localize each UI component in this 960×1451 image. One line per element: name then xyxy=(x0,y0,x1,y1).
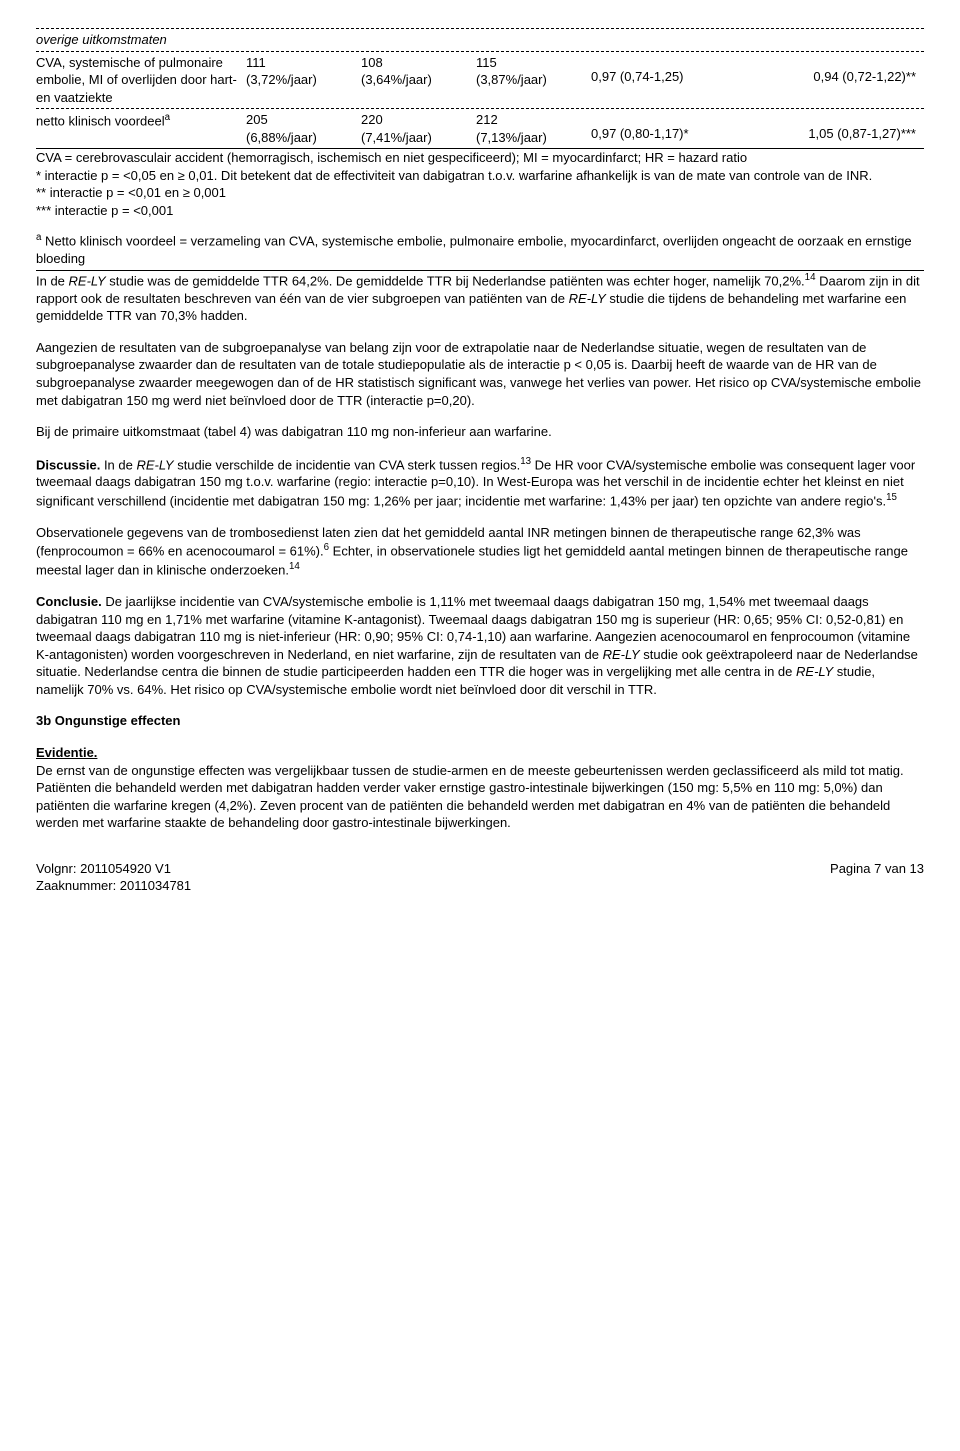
footer-volgnr: Volgnr: 2011054920 V1 xyxy=(36,860,191,878)
paragraph: Conclusie. De jaarlijkse incidentie van … xyxy=(36,593,924,698)
citation: 14 xyxy=(289,561,300,572)
citation: 14 xyxy=(805,272,816,283)
table-row: CVA, systemische of pulmonaire embolie, … xyxy=(36,52,924,110)
text: studie was de gemiddelde TTR 64,2%. De g… xyxy=(106,273,805,288)
section-heading-3b: 3b Ongunstige effecten xyxy=(36,712,924,730)
footer-zaaknummer: Zaaknummer: 2011034781 xyxy=(36,877,191,895)
table-note: ** interactie p = <0,01 en ≥ 0,001 xyxy=(36,184,924,202)
citation: 15 xyxy=(886,492,897,503)
cell-n: 220 xyxy=(361,111,476,129)
outcomes-table: overige uitkomstmaten CVA, systemische o… xyxy=(36,28,924,271)
cell: 111 (3,72%/jaar) xyxy=(246,54,361,107)
text: In de xyxy=(36,273,69,288)
table-row: netto klinisch voordeela 205 (6,88%/jaar… xyxy=(36,109,924,149)
row-label-sup: a xyxy=(165,112,170,123)
paragraph: De ernst van de ongunstige effecten was … xyxy=(36,762,924,832)
inline-heading: Conclusie. xyxy=(36,594,102,609)
study-name: RE-LY xyxy=(69,273,106,288)
cell-n: 108 xyxy=(361,54,476,72)
cell-n: 212 xyxy=(476,111,591,129)
cell: 108 (3,64%/jaar) xyxy=(361,54,476,107)
footer-left: Volgnr: 2011054920 V1 Zaaknummer: 201103… xyxy=(36,860,191,895)
table-note: CVA = cerebrovasculair accident (hemorra… xyxy=(36,149,924,167)
row-label: netto klinisch voordeela xyxy=(36,111,246,146)
study-name: RE-LY xyxy=(603,647,640,662)
paragraph: Discussie. In de RE-LY studie verschilde… xyxy=(36,455,924,510)
cell-eff: 0,94 (0,72-1,22)** xyxy=(731,54,924,107)
cell-eff: 1,05 (0,87-1,27)*** xyxy=(731,111,924,146)
section-header-text: overige uitkomstmaten xyxy=(36,31,246,49)
text: In de xyxy=(100,457,136,472)
study-name: RE-LY xyxy=(136,457,173,472)
cell: 212 (7,13%/jaar) xyxy=(476,111,591,146)
footer-right: Pagina 7 van 13 xyxy=(830,860,924,895)
study-name: RE-LY xyxy=(796,664,833,679)
citation: 13 xyxy=(520,456,531,467)
note-a-text: Netto klinisch voordeel = verzameling va… xyxy=(36,234,912,267)
cell-hr: 0,97 (0,74-1,25) xyxy=(591,54,731,107)
cell-n: 115 xyxy=(476,54,591,72)
cell: 205 (6,88%/jaar) xyxy=(246,111,361,146)
evidentie-heading: Evidentie. xyxy=(36,744,924,762)
text: studie verschilde de incidentie van CVA … xyxy=(174,457,521,472)
cell-rate: (7,41%/jaar) xyxy=(361,129,476,147)
table-note: *** interactie p = <0,001 xyxy=(36,202,924,220)
paragraph: Aangezien de resultaten van de subgroepa… xyxy=(36,339,924,409)
study-name: RE-LY xyxy=(569,291,606,306)
paragraph: Bij de primaire uitkomstmaat (tabel 4) w… xyxy=(36,423,924,441)
table-note: * interactie p = <0,05 en ≥ 0,01. Dit be… xyxy=(36,167,924,185)
cell-rate: (6,88%/jaar) xyxy=(246,129,361,147)
cell-rate: (3,64%/jaar) xyxy=(361,71,476,89)
table-note-a: a Netto klinisch voordeel = verzameling … xyxy=(36,231,924,270)
cell: 220 (7,41%/jaar) xyxy=(361,111,476,146)
inline-heading: Discussie. xyxy=(36,457,100,472)
cell-n: 205 xyxy=(246,111,361,129)
paragraph: In de RE-LY studie was de gemiddelde TTR… xyxy=(36,271,924,325)
cell: 115 (3,87%/jaar) xyxy=(476,54,591,107)
row-label: CVA, systemische of pulmonaire embolie, … xyxy=(36,54,246,107)
cell-rate: (3,87%/jaar) xyxy=(476,71,591,89)
paragraph: Observationele gegevens van de trombosed… xyxy=(36,524,924,579)
row-label-text: netto klinisch voordeel xyxy=(36,114,165,129)
page-footer: Volgnr: 2011054920 V1 Zaaknummer: 201103… xyxy=(36,860,924,895)
cell-rate: (3,72%/jaar) xyxy=(246,71,361,89)
cell-n: 111 xyxy=(246,54,361,72)
table-section-header: overige uitkomstmaten xyxy=(36,28,924,52)
cell-rate: (7,13%/jaar) xyxy=(476,129,591,147)
cell-hr: 0,97 (0,80-1,17)* xyxy=(591,111,731,146)
